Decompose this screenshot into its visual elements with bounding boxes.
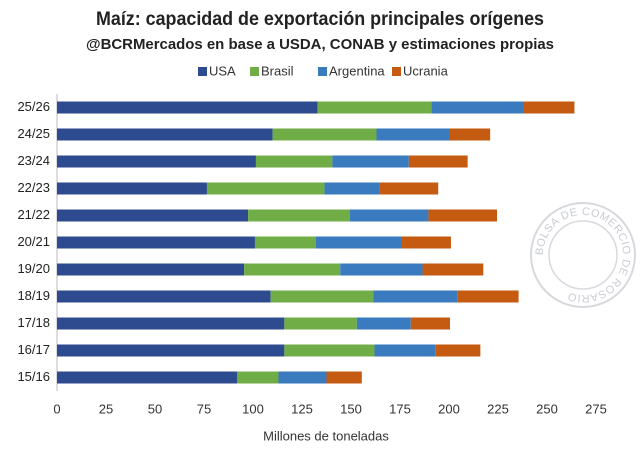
bar-segment	[332, 155, 409, 168]
bar-segment	[57, 236, 255, 249]
bar-segment	[284, 344, 375, 357]
bar-segment	[457, 290, 519, 303]
x-tick-label: 250	[536, 401, 558, 416]
x-tick-label: 225	[487, 401, 509, 416]
bar-segment	[278, 371, 327, 384]
y-tick-label: 24/25	[17, 126, 50, 141]
bar-segment	[57, 371, 238, 384]
bar-segment	[255, 155, 333, 168]
bar-segment	[376, 128, 449, 141]
chart-subtitle: @BCRMercados en base a USDA, CONAB y est…	[86, 36, 554, 53]
x-tick-label: 0	[53, 401, 60, 416]
x-tick-label: 275	[585, 401, 607, 416]
bar-segment	[57, 182, 207, 195]
legend-swatch	[318, 67, 327, 76]
y-tick-label: 17/18	[17, 315, 50, 330]
legend-label: Brasil	[261, 63, 294, 78]
x-tick-label: 150	[340, 401, 362, 416]
chart-title: Maíz: capacidad de exportación principal…	[96, 9, 544, 30]
y-tick-label: 15/16	[17, 369, 50, 384]
legend-label: Ucrania	[403, 63, 449, 78]
watermark-seal: BOLSA DE COMERCIO DE ROSARIO	[530, 202, 636, 308]
bar-segment	[422, 263, 484, 276]
x-tick-label: 100	[242, 401, 264, 416]
x-tick-label: 50	[148, 401, 162, 416]
bar-segment	[408, 155, 468, 168]
bar-segment	[270, 290, 374, 303]
y-tick-label: 19/20	[17, 261, 50, 276]
bar-segment	[449, 128, 491, 141]
y-tick-label: 18/19	[17, 288, 50, 303]
bar-segment	[317, 101, 432, 114]
bar-segment	[523, 101, 575, 114]
x-tick-label: 175	[389, 401, 411, 416]
bar-segment	[248, 209, 351, 222]
y-tick-label: 16/17	[17, 342, 50, 357]
y-tick-label: 20/21	[17, 234, 50, 249]
legend-swatch	[392, 67, 401, 76]
bar-segment	[57, 155, 256, 168]
legend-label: Argentina	[329, 63, 385, 78]
bar-segment	[57, 290, 271, 303]
y-tick-label: 21/22	[17, 207, 50, 222]
bar-segment	[244, 263, 341, 276]
y-tick-label: 22/23	[17, 180, 50, 195]
bar-segment	[57, 209, 249, 222]
bar-segment	[57, 344, 285, 357]
y-tick-label: 23/24	[17, 153, 50, 168]
bar-segment	[410, 317, 450, 330]
bar-segment	[254, 236, 316, 249]
y-tick-label: 25/26	[17, 99, 50, 114]
bar-segment	[356, 317, 411, 330]
seal-inner	[548, 220, 618, 290]
bar-segment	[237, 371, 279, 384]
bar-segment	[284, 317, 357, 330]
bar-segment	[57, 128, 273, 141]
x-tick-label: 200	[438, 401, 460, 416]
bar-segment	[428, 209, 498, 222]
bar-segment	[326, 371, 362, 384]
bar-segment	[431, 101, 524, 114]
bar-segment	[57, 263, 245, 276]
bar-segment	[272, 128, 377, 141]
legend-swatch	[198, 67, 207, 76]
seal-ring	[530, 202, 636, 308]
bar-segment	[57, 101, 318, 114]
bar-segment	[315, 236, 402, 249]
x-axis-label: Millones de toneladas	[263, 428, 389, 443]
x-tick-label: 75	[197, 401, 211, 416]
bar-segment	[401, 236, 451, 249]
legend-label: USA	[209, 63, 236, 78]
x-tick-label: 125	[291, 401, 313, 416]
bar-segment	[435, 344, 481, 357]
legend-swatch	[250, 67, 259, 76]
bar-segment	[340, 263, 423, 276]
x-tick-label: 25	[99, 401, 113, 416]
bar-segment	[373, 290, 458, 303]
bar-segment	[379, 182, 439, 195]
bar-segment	[374, 344, 436, 357]
bar-segment	[350, 209, 429, 222]
bar-segment	[206, 182, 325, 195]
bar-segment	[324, 182, 380, 195]
bar-segment	[57, 317, 285, 330]
